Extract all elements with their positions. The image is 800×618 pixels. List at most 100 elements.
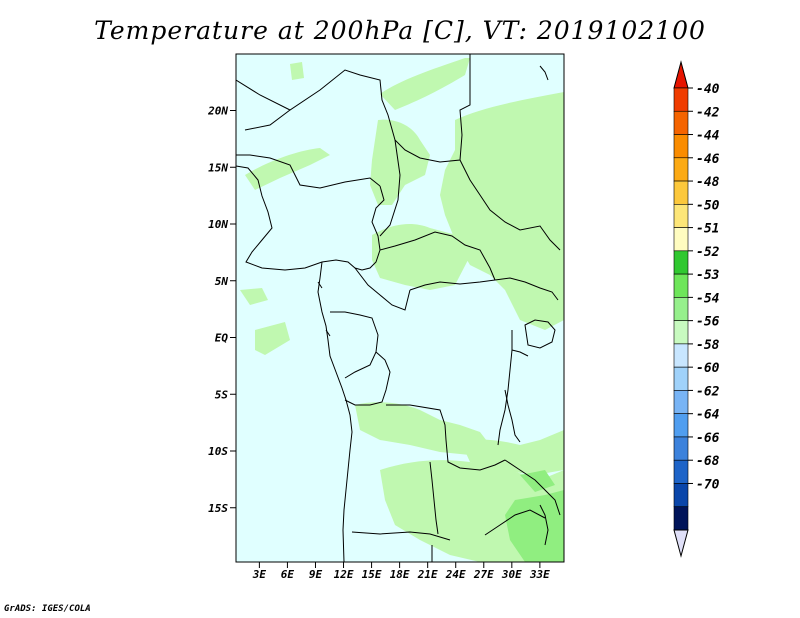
colorbar-label: -66 (696, 431, 720, 446)
border-drc-west (344, 351, 391, 406)
coastline-central (317, 261, 353, 562)
lon-tick-label: 9E (309, 568, 323, 581)
border-chad (379, 139, 401, 237)
credit-text: GrADS: IGES/COLA (4, 604, 91, 614)
lon-tick-label: 24E (445, 568, 466, 581)
colorbar-swatch (673, 180, 689, 205)
colorbar-label: -50 (696, 198, 720, 213)
colorbar-swatch (673, 134, 689, 159)
colorbar-label: -60 (696, 361, 720, 376)
colorbar-top-arrow (673, 60, 689, 89)
field-patch-coast (240, 288, 268, 305)
colorbar-swatch (673, 320, 689, 345)
border-sahel-1 (244, 109, 291, 131)
lat-tick-label: 5S (215, 388, 229, 401)
lon-tick-label: 18E (390, 568, 410, 581)
colorbar-bottom-arrow (673, 529, 689, 558)
country-borders (236, 54, 561, 562)
field-patch-east (440, 92, 564, 330)
colorbar-label: -68 (696, 454, 720, 469)
colorbar-label: -64 (696, 408, 720, 423)
colorbar-label: -46 (696, 152, 720, 167)
lat-tick-label: 10S (208, 445, 228, 458)
coast-red-sea (539, 65, 549, 81)
lat-tick-label: 20N (207, 105, 228, 118)
lon-tick-label: 12E (334, 568, 354, 581)
colorbar-swatch (673, 459, 689, 484)
latitude-axis: 20N 15N 10N 5N EQ 5S 10S 15S (207, 105, 236, 515)
colorbar-swatch (673, 273, 689, 298)
field-patch-south (460, 430, 564, 475)
border-angola-drc (386, 404, 506, 471)
lon-tick-label: 15E (362, 568, 382, 581)
border-zambia-east (504, 459, 561, 516)
temperature-field-shading (240, 58, 564, 562)
lake-malawi (539, 504, 549, 546)
colorbar-swatch (673, 483, 689, 508)
border-angola-zambia (429, 461, 439, 535)
colorbar-swatch (673, 204, 689, 228)
border-drc-north (409, 279, 496, 291)
field-patch-angola (355, 402, 490, 455)
colorbar-label: -56 (696, 315, 720, 330)
lat-tick-label: 15S (208, 502, 228, 515)
colorbar-label: -58 (696, 338, 720, 353)
colorbar-swatch (673, 157, 689, 182)
lon-tick-label: 3E (252, 568, 267, 581)
lon-tick-label: 30E (501, 568, 522, 581)
chart-title: Temperature at 200hPa [C], VT: 201910210… (94, 16, 706, 45)
colorbar-label: -53 (696, 268, 720, 283)
colorbar-label: -42 (696, 105, 720, 120)
field-patch-northwest (290, 62, 304, 80)
colorbar-swatch (673, 506, 689, 531)
border-rwanda (511, 349, 529, 357)
field-patch-sahel-west (245, 148, 330, 190)
border-sahel-2 (236, 154, 381, 189)
colorbar-label: -40 (696, 82, 720, 97)
field-patch-southeast (505, 490, 564, 562)
colorbar-swatch (673, 250, 689, 275)
border-zim (484, 509, 546, 536)
border-sudan-east (459, 159, 561, 251)
colorbar-label: -54 (696, 291, 720, 306)
border-sahara-north (236, 54, 471, 163)
colorbar-label: -48 (696, 175, 720, 190)
field-patch-north (380, 58, 470, 110)
field-patch-gulf (255, 322, 290, 355)
longitude-axis: 3E 6E 9E 12E 15E 18E 21E 24E 27E 30E 33E (252, 562, 550, 581)
colorbar-swatch (673, 366, 689, 391)
border-gabon (330, 311, 379, 379)
field-patch-cameroon (372, 224, 468, 290)
lat-tick-label: 10N (208, 218, 228, 231)
colorbar-swatch (673, 227, 689, 252)
lake-tanganyika (504, 389, 521, 443)
colorbar-swatch (673, 436, 689, 461)
coast-gulf-islands (317, 281, 331, 337)
colorbar-swatch (673, 110, 689, 135)
lon-tick-label: 27E (473, 568, 494, 581)
lat-tick-label: 5N (215, 275, 229, 288)
colorbar-label: -52 (696, 245, 720, 260)
colorbar-label: -70 (696, 477, 720, 492)
colorbar-swatch (673, 343, 689, 368)
colorbar-swatch (673, 413, 689, 438)
lat-tick-label: 15N (208, 161, 228, 174)
border-congo (354, 267, 411, 311)
border-angola-south (351, 531, 451, 541)
colorbar-label: -62 (696, 384, 720, 399)
field-patch-sahel-central (370, 119, 430, 205)
border-car (379, 231, 496, 281)
lake-victoria (524, 319, 556, 349)
lon-tick-label: 21E (417, 568, 438, 581)
colorbar-label: -44 (696, 129, 720, 144)
lon-tick-label: 33E (529, 568, 550, 581)
colorbar-swatch (673, 87, 689, 112)
lat-tick-label: EQ (215, 332, 229, 345)
colorbar-swatch (673, 390, 689, 414)
border-sudan-south (494, 277, 559, 301)
colorbar-swatch (673, 297, 689, 321)
colorbar: -40 -42 -44 -46 -48 -50 -51 -52 -53 -54 -56 -58 -60 -… (673, 60, 720, 558)
lon-tick-label: 6E (281, 568, 295, 581)
colorbar-label: -51 (696, 222, 719, 237)
